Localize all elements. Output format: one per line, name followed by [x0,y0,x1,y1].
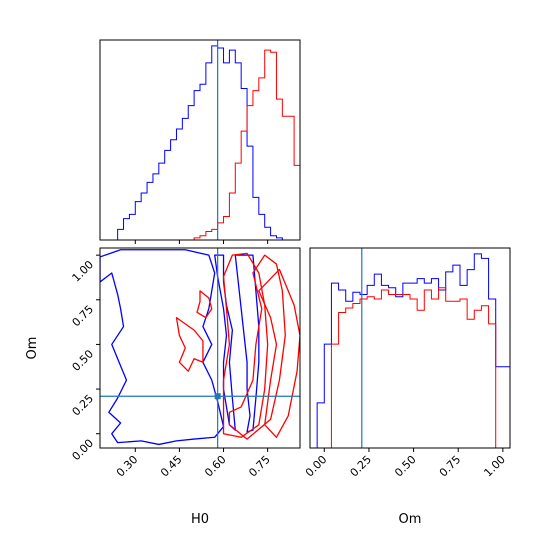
om-x-axis-label: Om [399,512,422,527]
h0-histogram-ticks [134,240,269,244]
h0-x-axis-label: H0 [191,512,209,527]
om-histogram-red [310,287,510,449]
contour-red-1 [228,254,286,440]
contour-red-0 [222,252,269,438]
h0-histogram-frame [99,39,301,241]
h0-om-contours [100,249,300,446]
om-histogram-blue [310,253,511,449]
h0-om-contour-frame [99,247,301,449]
contour-red-2 [175,316,204,372]
contour-red-3 [196,290,213,319]
h0-histogram-blue [100,45,300,241]
om-histogram-frame [309,247,511,449]
contour-red-4 [258,268,300,438]
contour-blue-0 [100,249,225,446]
h0-om-truth-marker [214,393,221,400]
h0-histogram-panel [99,39,301,244]
om-histogram-series [310,253,511,449]
contour-blue-2 [234,254,260,433]
om-y-axis-label: Om [25,337,40,360]
